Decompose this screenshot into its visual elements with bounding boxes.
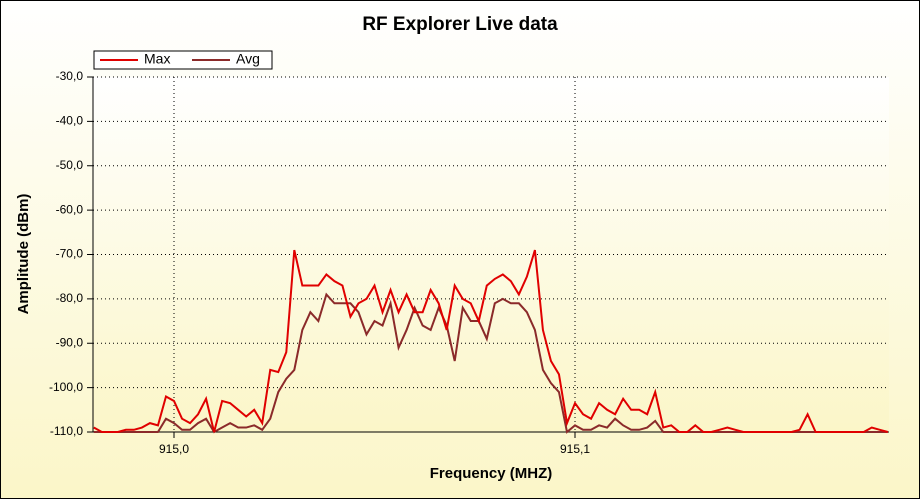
y-tick-label: -110,0 bbox=[50, 424, 83, 438]
y-tick-label: -50,0 bbox=[56, 158, 84, 172]
legend-box bbox=[93, 50, 273, 70]
x-tick-label: 915,1 bbox=[560, 442, 590, 456]
y-tick-label: -70,0 bbox=[56, 247, 84, 261]
y-tick-label: -30,0 bbox=[56, 69, 84, 83]
y-tick-label: -80,0 bbox=[56, 291, 84, 305]
legend-label: Avg bbox=[236, 51, 260, 67]
x-tick-label: 915,0 bbox=[159, 442, 189, 456]
legend: Max Avg bbox=[93, 50, 273, 70]
legend-label: Max bbox=[144, 51, 170, 67]
x-axis-label: Frequency (MHZ) bbox=[430, 465, 553, 482]
y-tick-label: -100,0 bbox=[49, 380, 83, 394]
y-tick-label: -90,0 bbox=[56, 335, 84, 349]
y-axis-label: Amplitude (dBm) bbox=[15, 194, 32, 315]
y-tick-label: -60,0 bbox=[56, 202, 84, 216]
y-tick-label: -40,0 bbox=[56, 114, 84, 128]
chart-title: RF Explorer Live data bbox=[362, 14, 558, 35]
series-line bbox=[93, 249, 889, 433]
